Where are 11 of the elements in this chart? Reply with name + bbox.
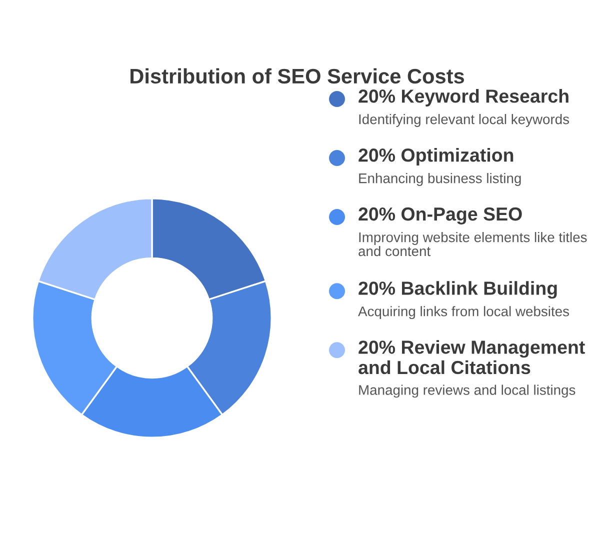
text: Managing reviews and local listings	[359, 384, 576, 398]
text: Enhancing business listing	[359, 173, 521, 186]
legend-label: 20% Optimization	[358, 148, 514, 166]
chart-title: Distribution of SEO Service Costs	[130, 68, 464, 84]
legend-label: 20% Backlink Building	[358, 281, 557, 299]
text: Acquiring links from local websites	[358, 306, 569, 320]
legend-label: 20% Review Management and Local Citations	[358, 340, 585, 374]
legend-label: 20% On-Page SEO	[358, 207, 522, 224]
text: Improving website elements like titles and content	[358, 232, 587, 256]
legend-label: 20% Keyword Research	[358, 89, 568, 106]
text: Identifying relevant local keywords	[359, 114, 570, 127]
